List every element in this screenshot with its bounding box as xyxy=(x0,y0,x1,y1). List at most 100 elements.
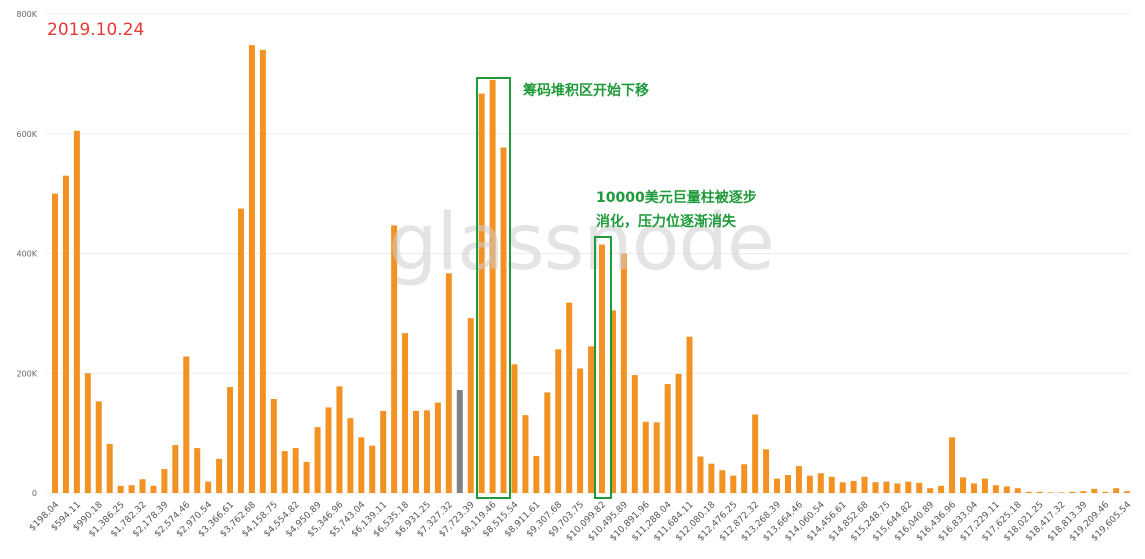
bar xyxy=(806,475,813,493)
bar xyxy=(664,384,671,493)
bar xyxy=(402,333,409,493)
bar xyxy=(719,470,726,493)
bar xyxy=(631,375,638,493)
bar xyxy=(237,208,244,493)
bar xyxy=(281,451,288,493)
chart-bars xyxy=(52,45,1131,494)
annotation-resistance: 10000美元巨量柱被逐步 消化，压力位逐渐消失 xyxy=(596,186,757,234)
bar xyxy=(894,483,901,493)
bar xyxy=(970,483,977,493)
bar xyxy=(1102,491,1109,493)
bar xyxy=(960,477,967,493)
bar xyxy=(1069,491,1076,493)
bar xyxy=(95,401,102,493)
bar xyxy=(1047,492,1054,493)
bar xyxy=(467,318,474,493)
bar xyxy=(303,461,310,493)
bar xyxy=(434,402,441,493)
bar xyxy=(916,482,923,493)
bar xyxy=(686,336,693,493)
bar xyxy=(205,481,212,493)
y-tick-label: 800K xyxy=(16,10,37,19)
bar xyxy=(861,476,868,493)
bar xyxy=(938,485,945,493)
bar xyxy=(128,485,135,493)
bar xyxy=(795,466,802,493)
bar xyxy=(620,253,627,493)
bar xyxy=(1124,491,1131,493)
bar xyxy=(292,448,299,493)
bar xyxy=(369,445,376,493)
bar xyxy=(1025,491,1032,493)
bar xyxy=(522,415,529,493)
bar xyxy=(609,310,616,493)
bar xyxy=(1036,491,1043,493)
bar xyxy=(1113,488,1120,493)
bar xyxy=(752,414,759,493)
bar xyxy=(774,478,781,493)
bar xyxy=(511,364,518,493)
y-tick-label: 600K xyxy=(16,130,37,139)
bar xyxy=(73,130,80,493)
y-axis: 0 200K 400K 600K 800K xyxy=(16,10,37,498)
bar xyxy=(697,456,704,493)
bar xyxy=(172,445,179,493)
y-tick-label: 0 xyxy=(32,489,37,498)
bar xyxy=(52,193,58,494)
y-tick-label: 400K xyxy=(16,250,37,259)
bar xyxy=(642,421,649,493)
bar xyxy=(336,386,343,493)
highlight-box-10000 xyxy=(594,236,612,499)
bar xyxy=(183,356,190,493)
bar xyxy=(62,175,69,493)
annotation-resistance-line1: 10000美元巨量柱被逐步 xyxy=(596,190,757,206)
bar xyxy=(445,273,452,493)
bar xyxy=(489,79,496,494)
bar xyxy=(828,476,835,493)
bar xyxy=(380,410,387,493)
bar xyxy=(1091,488,1098,493)
bar xyxy=(248,45,255,493)
date-stamp: 2019.10.24 xyxy=(47,20,145,40)
bar xyxy=(139,479,146,493)
bar xyxy=(423,410,430,493)
bar xyxy=(358,437,365,493)
bar xyxy=(566,302,573,493)
bar xyxy=(949,437,956,493)
bar xyxy=(763,449,770,493)
bar xyxy=(1014,488,1021,493)
bar xyxy=(84,373,91,493)
bar xyxy=(708,463,715,493)
bar xyxy=(1058,492,1065,493)
bar xyxy=(653,422,660,493)
bar xyxy=(730,475,737,493)
bar xyxy=(314,427,321,493)
bar xyxy=(741,464,748,493)
bar xyxy=(544,392,551,493)
bar xyxy=(347,418,354,493)
bar xyxy=(905,481,912,493)
bar xyxy=(391,225,398,494)
bar xyxy=(259,49,266,494)
bar xyxy=(500,147,507,493)
bar xyxy=(478,93,485,493)
y-tick-label: 200K xyxy=(16,369,37,378)
bar xyxy=(325,407,332,493)
bar xyxy=(194,448,201,493)
bar xyxy=(1003,486,1010,493)
bar xyxy=(872,482,879,493)
bar xyxy=(117,485,124,493)
bar xyxy=(533,455,540,493)
bar xyxy=(883,481,890,493)
bar xyxy=(456,390,463,493)
bar xyxy=(599,244,605,493)
bar xyxy=(992,485,999,493)
bar xyxy=(577,368,584,493)
bar xyxy=(839,482,846,493)
bar xyxy=(413,410,420,493)
bar xyxy=(850,481,857,493)
bar xyxy=(106,443,113,493)
annotation-accumulation: 筹码堆积区开始下移 xyxy=(523,83,649,99)
bar xyxy=(270,399,277,493)
